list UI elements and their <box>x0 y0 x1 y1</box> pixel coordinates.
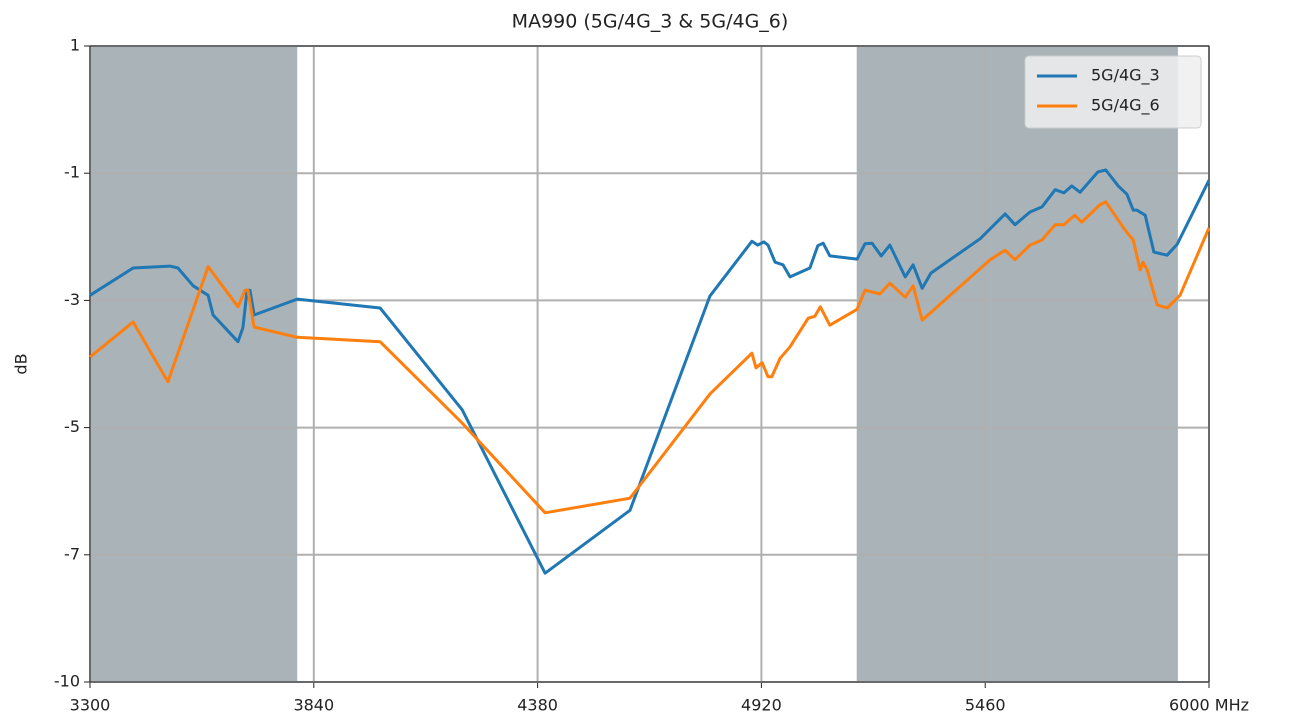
y-tick-label: -7 <box>64 544 80 563</box>
x-tick-label: 6000 MHz <box>1169 696 1249 715</box>
legend-label: 5G/4G_6 <box>1091 96 1160 116</box>
x-tick-label: 4920 <box>741 696 782 715</box>
y-tick-label: -10 <box>54 672 80 691</box>
plot-frame <box>89 45 1210 683</box>
legend-label: 5G/4G_3 <box>1091 66 1160 86</box>
x-tick-label: 3300 <box>70 696 111 715</box>
y-tick-label: -3 <box>64 290 80 309</box>
y-tick-label: -5 <box>64 417 80 436</box>
x-tick-label: 3840 <box>293 696 334 715</box>
y-axis-label: dB <box>12 353 31 374</box>
chart-title: MA990 (5G/4G_3 & 5G/4G_6) <box>512 11 789 33</box>
y-tick-label: -1 <box>64 163 80 182</box>
x-tick-label: 5460 <box>965 696 1006 715</box>
y-tick-label: 1 <box>70 36 80 55</box>
shaded-band <box>90 46 298 682</box>
shaded-band <box>856 46 1178 682</box>
series-line <box>89 200 1211 515</box>
legend: 5G/4G_3 5G/4G_6 <box>1024 55 1202 129</box>
legend-box <box>1024 55 1202 129</box>
x-tick-label: 4380 <box>517 696 558 715</box>
